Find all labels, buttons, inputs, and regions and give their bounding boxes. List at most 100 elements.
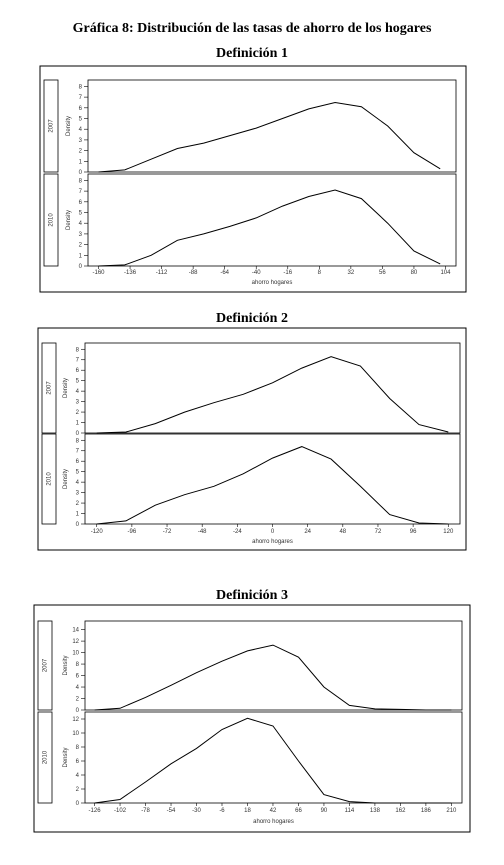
strip [41, 342, 57, 434]
y-tick-label: 3 [79, 138, 83, 144]
density-line [96, 356, 449, 434]
strip [43, 173, 59, 267]
y-tick-label: 0 [76, 522, 80, 528]
y-tick-label: 5 [79, 211, 83, 217]
strip [41, 433, 57, 525]
y-tick-label: 1 [79, 159, 83, 165]
x-tick-label: 48 [339, 529, 346, 535]
plot-area [87, 173, 457, 267]
x-tick-label: 210 [446, 808, 457, 814]
y-tick-label: 4 [76, 389, 80, 395]
y-tick-label: 6 [76, 368, 80, 374]
x-tick-label: 186 [421, 808, 432, 814]
y-axis-label: Density [66, 210, 72, 230]
x-tick-label: -72 [163, 529, 172, 535]
y-tick-label: 14 [72, 628, 79, 634]
density-line [96, 446, 449, 525]
chart-title: Definición 1 [216, 46, 288, 61]
y-tick-label: 2 [76, 410, 80, 416]
x-tick-label: -64 [220, 270, 229, 276]
y-tick-label: 6 [79, 106, 83, 112]
strip-label: 2010 [49, 213, 55, 227]
x-tick-label: 24 [304, 529, 311, 535]
plot-area [84, 620, 463, 711]
y-tick-label: 4 [79, 221, 83, 227]
x-tick-label: -16 [283, 270, 292, 276]
density-line [94, 644, 452, 711]
y-tick-label: 5 [76, 379, 80, 385]
y-tick-label: 3 [79, 232, 83, 238]
y-tick-label: 10 [72, 731, 79, 737]
y-tick-label: 4 [79, 127, 83, 133]
y-tick-label: 10 [72, 651, 79, 657]
y-tick-label: 7 [79, 189, 83, 195]
x-axis-label: ahorro hogares [252, 280, 293, 286]
x-tick-label: -120 [91, 529, 104, 535]
y-tick-label: 0 [76, 431, 80, 437]
x-tick-label: 18 [244, 808, 251, 814]
y-tick-label: 12 [72, 717, 79, 723]
y-tick-label: 8 [76, 438, 80, 444]
x-tick-label: 162 [395, 808, 406, 814]
x-tick-label: -102 [114, 808, 127, 814]
x-tick-label: 72 [375, 529, 382, 535]
y-axis-label: Density [66, 116, 72, 136]
y-axis-label: Density [63, 469, 69, 489]
density-line [98, 189, 441, 267]
y-tick-label: 12 [72, 639, 79, 645]
x-tick-label: 66 [295, 808, 302, 814]
y-tick-label: 6 [76, 459, 80, 465]
plot-area [84, 433, 461, 525]
strip-label: 2007 [47, 381, 53, 395]
plot-area [87, 79, 457, 173]
panel-frame [39, 65, 467, 293]
x-axis-label: ahorro hogares [252, 539, 293, 545]
y-tick-label: 3 [76, 491, 80, 497]
strip [43, 79, 59, 173]
x-tick-label: -54 [167, 808, 176, 814]
y-tick-label: 7 [76, 449, 80, 455]
y-tick-label: 0 [79, 170, 83, 176]
panel-frame [37, 327, 467, 551]
density-line [94, 717, 452, 804]
y-tick-label: 7 [76, 358, 80, 364]
y-tick-label: 4 [76, 773, 80, 779]
y-axis-label: Density [63, 747, 69, 767]
y-tick-label: 0 [79, 264, 83, 270]
figure-title: Gráfica 8: Distribución de las tasas de … [73, 21, 432, 36]
plot-area [84, 711, 463, 804]
panel-frame [33, 604, 471, 833]
y-tick-label: 8 [79, 84, 83, 90]
x-tick-label: -24 [233, 529, 242, 535]
x-tick-label: -30 [192, 808, 201, 814]
y-tick-label: 3 [76, 400, 80, 406]
strip-label: 2010 [43, 750, 49, 764]
x-tick-label: 80 [411, 270, 418, 276]
plot-area [84, 342, 461, 434]
x-tick-label: -126 [89, 808, 102, 814]
y-axis-label: Density [63, 655, 69, 675]
y-tick-label: 0 [76, 708, 80, 714]
strip [37, 711, 53, 804]
y-tick-label: 8 [76, 745, 80, 751]
x-tick-label: -78 [141, 808, 150, 814]
y-tick-label: 1 [79, 253, 83, 259]
y-tick-label: 6 [79, 200, 83, 206]
y-tick-label: 6 [76, 759, 80, 765]
y-tick-label: 8 [79, 178, 83, 184]
y-tick-label: 4 [76, 480, 80, 486]
x-tick-label: -160 [93, 270, 106, 276]
strip-label: 2007 [43, 658, 49, 672]
x-tick-label: 32 [348, 270, 355, 276]
y-tick-label: 6 [76, 674, 80, 680]
x-tick-label: -6 [219, 808, 225, 814]
strip-label: 2007 [49, 119, 55, 133]
y-tick-label: 1 [76, 512, 80, 518]
x-tick-label: -112 [156, 270, 168, 276]
chart-title: Definición 2 [216, 311, 288, 326]
y-tick-label: 2 [76, 501, 80, 507]
x-tick-label: 120 [443, 529, 454, 535]
x-tick-label: 90 [321, 808, 328, 814]
y-tick-label: 2 [79, 149, 83, 155]
